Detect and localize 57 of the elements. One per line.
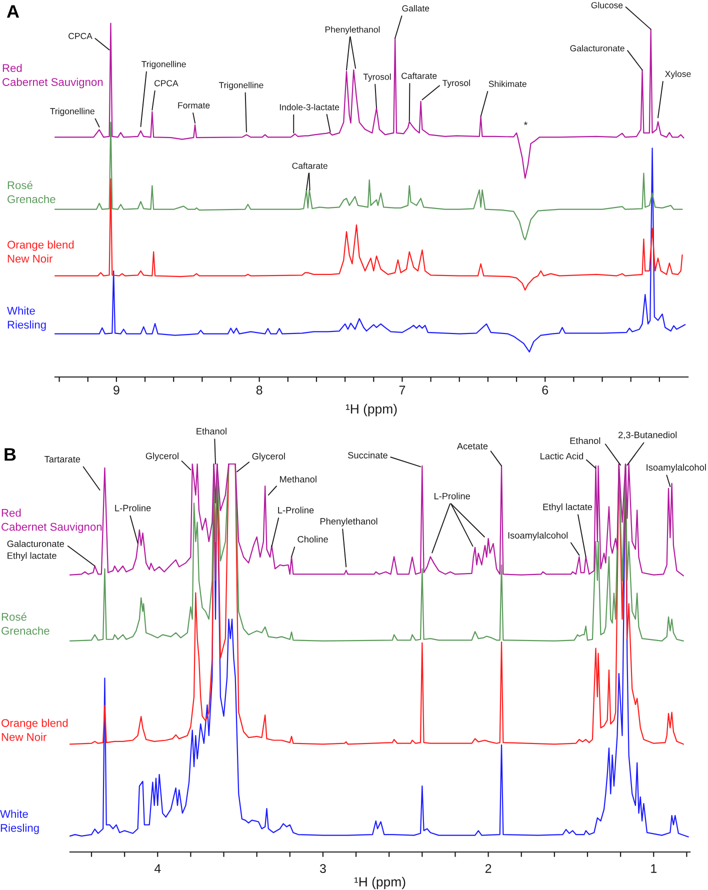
annotation: Methanol [280,476,316,482]
series-label: Rosé Grenache [8,180,56,204]
annotation: Isoamylalcohol [508,532,568,540]
annotation: Glycerol [146,452,178,462]
annotation: Xylose [665,70,691,79]
x-tick-label: 6 [542,386,548,395]
series-label: White Riesling [7,306,46,331]
x-tick-label: 9 [114,386,120,395]
chart-title: A [6,5,20,18]
annotation: Phenylethanol [325,26,380,34]
annotation: Shikimate [488,80,526,88]
annotation: Ethyl lactate [543,503,592,512]
annotation: Isoamylalcohol [646,464,706,472]
annotation: Formate [178,102,210,108]
annotation: L-Proline [434,492,470,500]
annotation: Glucose [591,2,623,8]
series-label: Red Cabernet Sauvignon [2,508,102,533]
annotation: Tyrosol [442,80,470,88]
annotation: Ethanol [570,437,600,444]
annotation: Galacturonate Ethyl lactate [7,540,64,561]
series-label: Rosé Grenache [2,612,50,635]
annotation: Galacturonate [570,44,624,52]
x-tick-label: 7 [399,386,406,394]
annotation: 2,3-Butanediol [618,431,677,440]
annotation: Choline [298,536,328,543]
x-tick-label: 8 [256,386,262,395]
annotation: Caftarate [292,162,328,169]
annotation: Gallate [402,5,430,12]
series-label: Red Cabernet Sauvignon [2,64,103,88]
annotation: Indole-3-lactate [280,104,340,110]
annotation: L-Proline [278,506,314,514]
annotation: Caftarate [402,72,437,79]
annotation: Tartarate [44,456,80,462]
series-label: Orange blend New Noir [8,240,74,263]
x-tick-label: 2 [485,864,492,873]
x-axis-title: ¹H (ppm) [346,404,397,416]
annotation: L-Proline [115,504,151,512]
annotation: Acetate [456,442,488,450]
annotation: Succinate [348,452,388,458]
annotation: CPCA [68,32,92,40]
annotation: Trigonelline [142,60,186,69]
annotation: Trigonelline [50,108,94,116]
annotation: * [524,122,528,126]
annotation: Ethanol [196,428,226,435]
annotation: Glycerol [252,452,285,462]
annotation: CPCA [154,80,178,86]
x-tick-label: 4 [154,864,161,873]
annotation: Phenylethanol [320,518,378,526]
chart-title: B [4,448,16,461]
x-tick-label: 3 [320,864,326,873]
x-tick-label: 1 [651,864,656,873]
text: White Riesling [0,810,39,834]
series-label: Orange blend New Noir [2,718,68,741]
annotation: Trigonelline [218,82,264,90]
annotation: Lactic Acid [540,452,584,460]
x-axis-title: ¹H (ppm) [354,876,406,890]
annotation: Tyrosol [363,73,391,82]
